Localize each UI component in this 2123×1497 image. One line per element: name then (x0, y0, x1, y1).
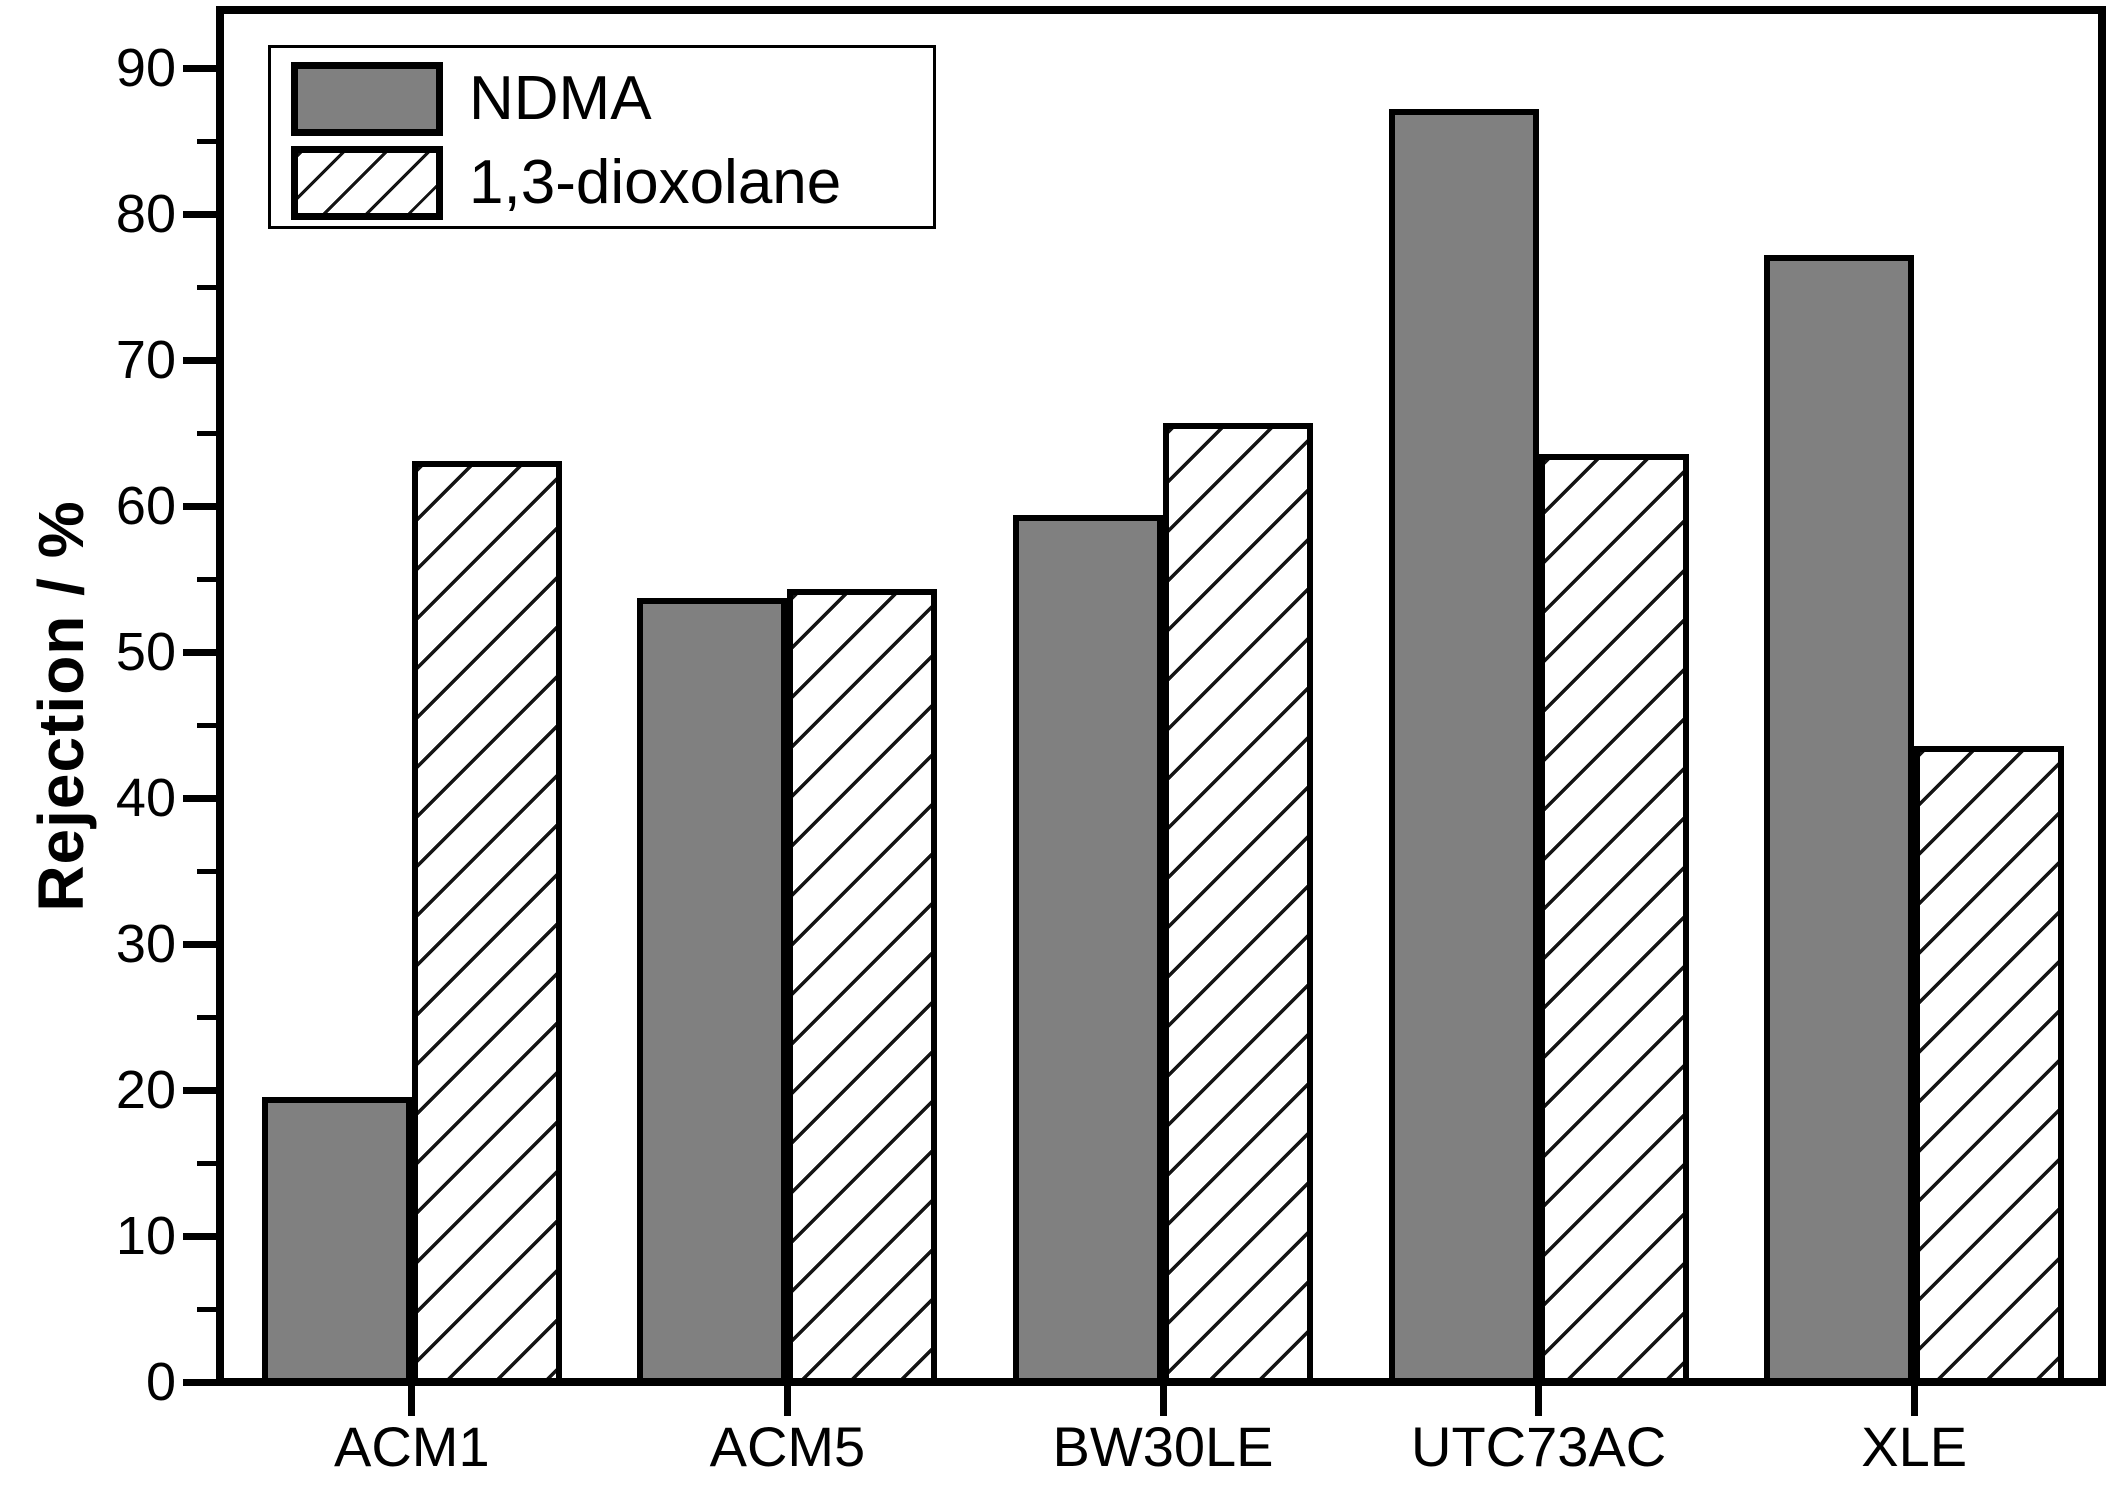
bar-1-3-dioxolane-XLE (1914, 745, 2065, 1385)
y-minor-tick-85 (197, 138, 217, 144)
x-category-label-BW30LE: BW30LE (1052, 1415, 1274, 1478)
bar-NDMA-ACM1 (261, 1097, 412, 1385)
y-major-tick-30 (183, 940, 217, 948)
legend-item-dioxolane: 1,3-dioxolane (291, 145, 933, 221)
y-tick-label-90: 90 (115, 38, 176, 99)
y-major-tick-10 (183, 1232, 217, 1240)
y-tick-label-80: 80 (115, 184, 176, 245)
bar-NDMA-ACM5 (637, 598, 788, 1385)
y-major-tick-0 (183, 1378, 217, 1386)
y-major-tick-90 (183, 64, 217, 72)
legend-swatch-hatched (291, 146, 443, 220)
legend-label-ndma: NDMA (469, 64, 652, 133)
y-tick-label-30: 30 (115, 914, 176, 975)
y-major-tick-40 (183, 794, 217, 802)
y-minor-tick-45 (197, 722, 217, 728)
y-minor-tick-5 (197, 1306, 217, 1312)
x-tick-ACM5 (783, 1386, 791, 1416)
y-tick-label-10: 10 (115, 1206, 176, 1267)
y-major-tick-50 (183, 648, 217, 656)
bar-NDMA-BW30LE (1013, 515, 1163, 1385)
y-major-tick-20 (183, 1086, 217, 1094)
bar-1-3-dioxolane-UTC73AC (1538, 453, 1689, 1385)
legend-item-ndma: NDMA (291, 61, 933, 137)
y-major-tick-80 (183, 210, 217, 218)
bar-1-3-dioxolane-ACM5 (787, 589, 938, 1385)
y-major-tick-70 (183, 356, 217, 364)
y-minor-tick-55 (197, 576, 217, 582)
bar-1-3-dioxolane-BW30LE (1163, 423, 1313, 1385)
x-tick-UTC73AC (1535, 1386, 1543, 1416)
bar-NDMA-XLE (1764, 255, 1915, 1385)
bar-1-3-dioxolane-ACM1 (411, 461, 562, 1385)
y-tick-label-50: 50 (115, 622, 176, 683)
x-tick-ACM1 (408, 1386, 416, 1416)
y-minor-tick-15 (197, 1160, 217, 1166)
y-minor-tick-35 (197, 868, 217, 874)
y-tick-label-60: 60 (115, 476, 176, 537)
x-category-label-ACM1: ACM1 (334, 1415, 490, 1478)
x-category-label-UTC73AC: UTC73AC (1411, 1415, 1667, 1478)
y-tick-label-40: 40 (115, 768, 176, 829)
y-minor-tick-75 (197, 284, 217, 290)
y-major-tick-60 (183, 502, 217, 510)
y-minor-tick-25 (197, 1014, 217, 1020)
y-tick-label-0: 0 (145, 1352, 176, 1412)
legend-swatch-solid-gray (291, 62, 443, 136)
bar-NDMA-UTC73AC (1388, 109, 1539, 1385)
y-tick-label-20: 20 (115, 1060, 176, 1121)
legend-label-dioxolane: 1,3-dioxolane (469, 148, 842, 217)
x-tick-XLE (1910, 1386, 1918, 1416)
x-tick-BW30LE (1159, 1386, 1167, 1416)
y-minor-tick-65 (197, 430, 217, 436)
legend: NDMA 1,3-dioxolane (268, 45, 936, 229)
x-category-label-ACM5: ACM5 (709, 1415, 866, 1478)
y-tick-label-70: 70 (115, 330, 176, 391)
x-category-label-XLE: XLE (1861, 1415, 1968, 1478)
